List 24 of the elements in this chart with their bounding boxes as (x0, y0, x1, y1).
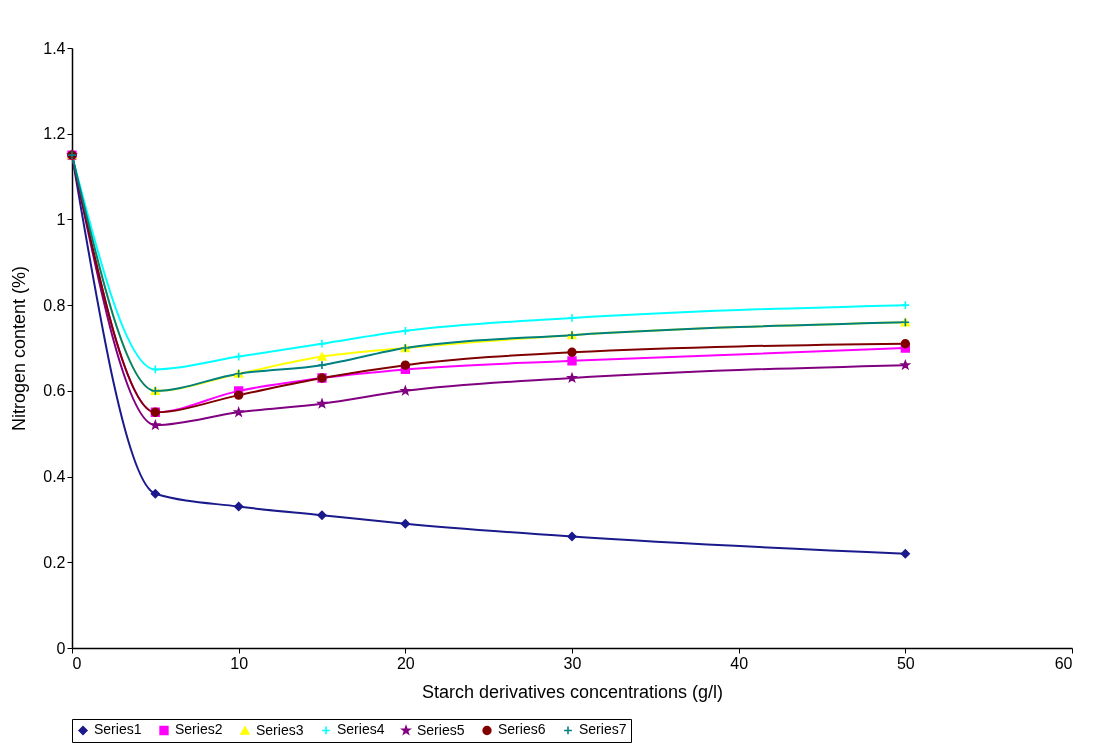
legend-label: Series5 (417, 721, 465, 738)
x-tick-label: 10 (230, 654, 249, 672)
y-tick-label: 1.4 (43, 39, 66, 57)
y-tick-label: 0.2 (43, 553, 66, 571)
y-axis-title: Nitrogen content (%) (9, 265, 30, 432)
y-tick-label: 0.6 (43, 382, 66, 400)
legend-label: Series4 (337, 721, 385, 738)
x-tick-label: 60 (1054, 654, 1073, 672)
legend-label: Series7 (579, 721, 627, 738)
y-tick-label: 0.4 (43, 468, 66, 486)
legend-label: Series2 (175, 721, 223, 738)
y-tick-label: 1.2 (43, 125, 66, 143)
y-tick-label: 0.8 (43, 296, 66, 314)
x-tick-label: 0 (72, 654, 82, 672)
x-tick-label: 30 (563, 654, 582, 672)
x-tick-label: 40 (730, 654, 749, 672)
x-tick-label: 20 (396, 654, 415, 672)
y-tick-label: 1 (56, 210, 66, 228)
x-axis-title: Starch derivatives concentrations (g/l) (421, 681, 724, 702)
x-tick-label: 50 (896, 654, 915, 672)
legend-label: Series3 (256, 721, 304, 738)
legend-label: Series6 (498, 721, 546, 738)
y-tick-label: 0 (56, 639, 66, 657)
legend-label: Series1 (94, 721, 142, 738)
